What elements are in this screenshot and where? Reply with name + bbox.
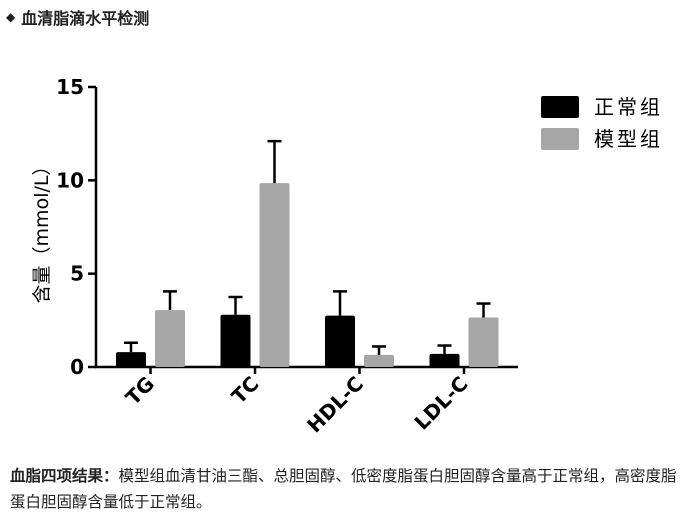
bar-0-TG (116, 352, 146, 367)
bar-0-LDL-C (429, 353, 460, 367)
legend-swatch (541, 128, 579, 150)
legend-swatch (541, 96, 579, 118)
x-tick-label: LDL-C (410, 372, 473, 435)
x-tick-label: TG (121, 372, 159, 410)
bar-0-TC (220, 314, 251, 367)
bar-1-TG (155, 310, 185, 367)
y-tick-label: 10 (56, 168, 84, 192)
chart-bars (116, 139, 499, 367)
bar-0-HDL-C (325, 315, 355, 367)
y-tick-label: 0 (70, 355, 84, 379)
section-heading: ◆ 血清脂滴水平检测 (6, 5, 149, 29)
bar-1-HDL-C (364, 354, 394, 367)
section-title: 血清脂滴水平检测 (21, 9, 150, 28)
x-tick-label: HDL-C (302, 372, 368, 438)
legend-label: 正常组 (594, 95, 663, 119)
y-tick-label: 15 (56, 75, 84, 99)
bar-1-LDL-C (468, 317, 499, 367)
result-caption: 血脂四项结果：模型组血清甘油三酯、总胆固醇、低密度脂蛋白胆固醇含量高于正常组，高… (10, 463, 690, 515)
x-tick-label: TC (227, 372, 264, 409)
caption-text: 模型组血清甘油三酯、总胆固醇、低密度脂蛋白胆固醇含量高于正常组，高密度脂蛋白胆固… (10, 467, 677, 511)
diamond-bullet-icon: ◆ (6, 10, 16, 24)
caption-label: 血脂四项结果： (10, 467, 119, 485)
y-tick-label: 5 (70, 262, 84, 286)
legend-label: 模型组 (594, 127, 663, 151)
y-axis-title: 含量（mmol/L） (31, 157, 53, 304)
bar-1-TC (259, 183, 290, 367)
